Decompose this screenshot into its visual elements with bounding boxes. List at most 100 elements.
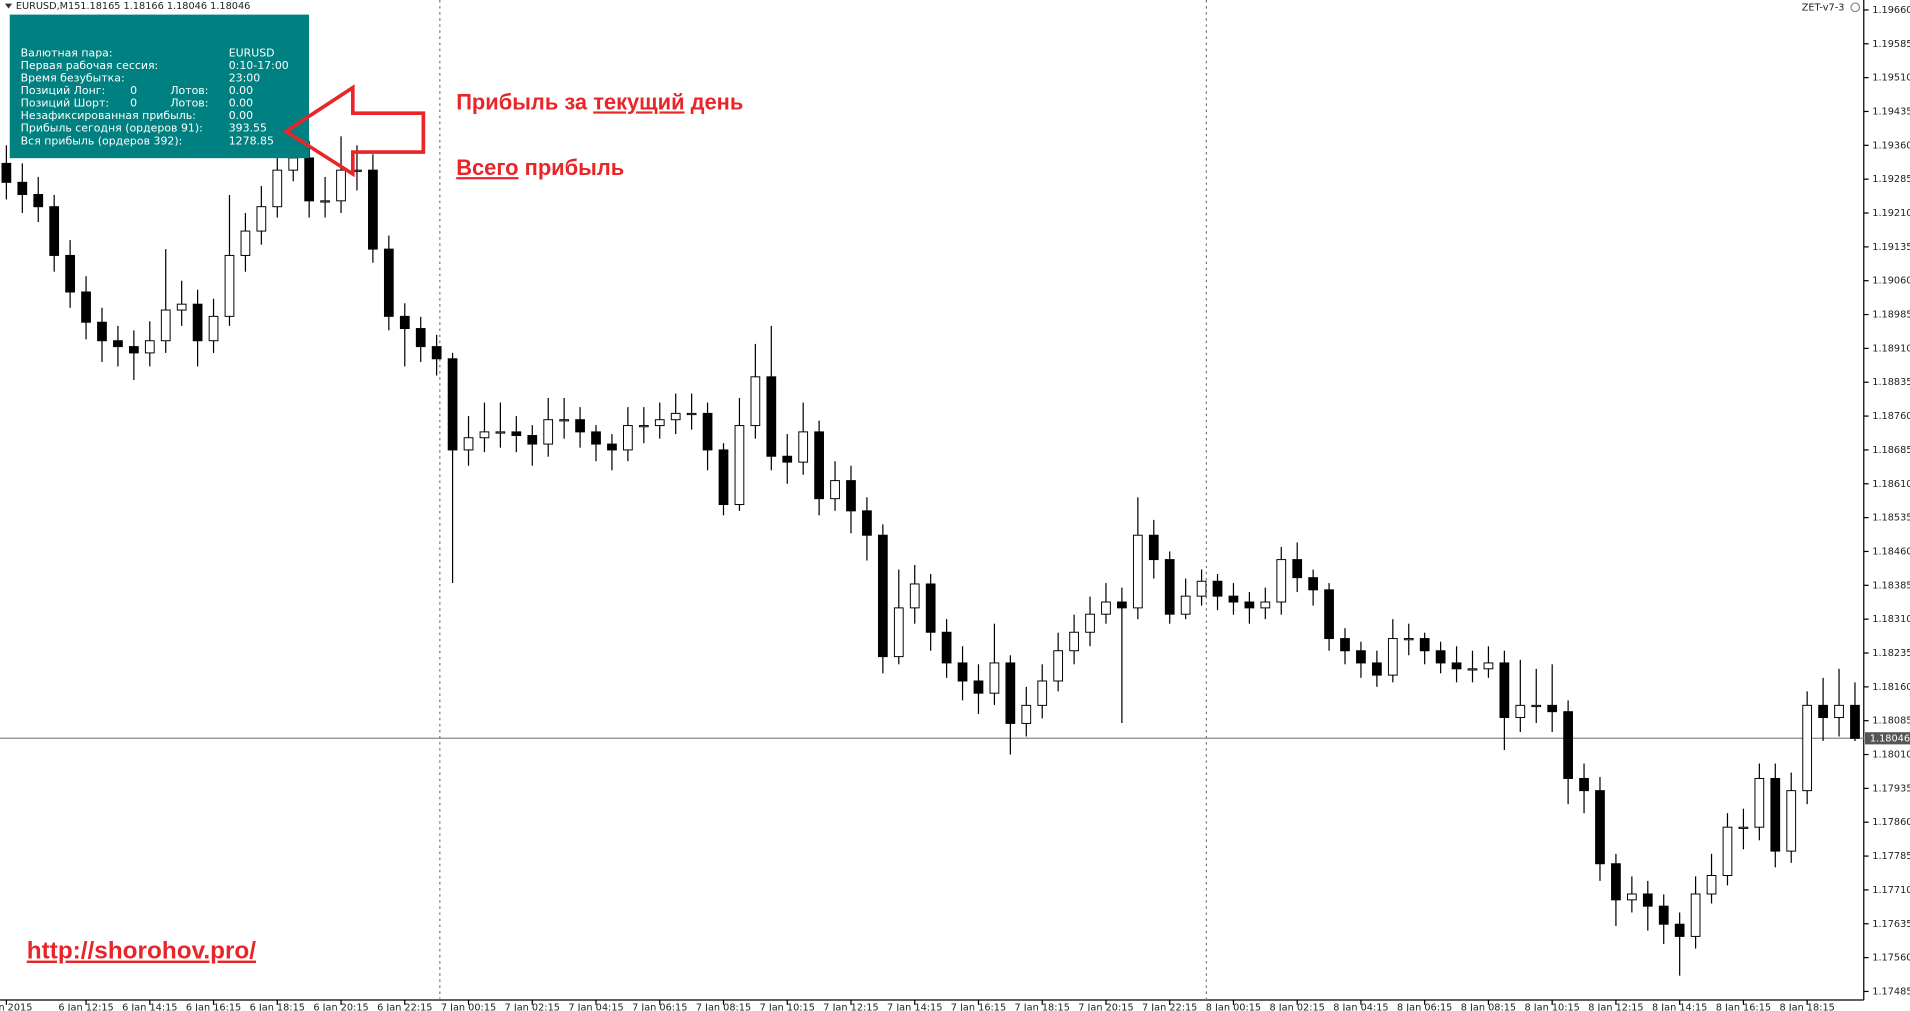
x-tick-label: 6 Jan 22:15 — [377, 1002, 432, 1011]
candle-body — [368, 169, 378, 250]
panel-cell: 1278.85 — [229, 134, 274, 147]
y-tick-label: 1.19435 — [1872, 106, 1910, 117]
x-tick-label: 6 Jan 18:15 — [250, 1002, 305, 1011]
candle-body — [320, 200, 330, 203]
candle-body — [989, 662, 1000, 694]
candle-body — [750, 376, 761, 427]
candle-body — [1706, 874, 1717, 895]
x-tick-label: 7 Jan 16:15 — [951, 1002, 1006, 1011]
candle-body — [734, 425, 745, 506]
candle-body — [1053, 650, 1064, 682]
y-tick-label: 1.18985 — [1872, 310, 1910, 321]
candle-body — [559, 419, 570, 422]
panel-cell: Вся прибыль (ордеров 392): — [21, 134, 183, 147]
candle-body — [766, 376, 777, 457]
candle-body — [240, 230, 251, 256]
candle-body — [1786, 790, 1797, 852]
x-tick-label: 7 Jan 12:15 — [823, 1002, 878, 1011]
candle-body — [1148, 534, 1159, 561]
candle-body — [1690, 893, 1701, 937]
candle-body — [1483, 662, 1494, 670]
candle-body — [1324, 589, 1334, 640]
candle-body — [304, 157, 315, 202]
candle-body — [463, 437, 474, 451]
y-tick-label: 1.18460 — [1872, 546, 1910, 557]
panel-cell: 0.00 — [229, 84, 253, 97]
x-tick-label: 8 Jan 12:15 — [1588, 1002, 1643, 1011]
y-tick-label: 1.18085 — [1872, 716, 1910, 727]
y-tick-label: 1.18235 — [1872, 648, 1910, 659]
panel-cell: Незафиксированная прибыль: — [21, 109, 196, 122]
candle-body — [65, 254, 75, 293]
y-tick-label: 1.19360 — [1872, 140, 1910, 151]
candle-body — [909, 583, 920, 609]
candle-body — [1085, 613, 1095, 633]
candle-body — [33, 194, 44, 208]
candle-body — [1595, 790, 1605, 865]
candle-body — [1770, 777, 1781, 852]
panel-cell: Лотов: — [170, 97, 208, 110]
candle-body — [447, 358, 458, 451]
annotation: http://shorohov.pro/ — [27, 938, 257, 965]
candle-body — [862, 510, 872, 536]
candle-body — [1372, 662, 1382, 676]
candle-body — [97, 321, 107, 342]
candle-body — [1834, 704, 1844, 719]
candle-body — [81, 291, 91, 323]
panel-cell: 0 — [130, 84, 137, 97]
panel-cell: 393.55 — [229, 122, 267, 135]
candle-body — [1037, 680, 1048, 706]
x-tick-label: 7 Jan 20:15 — [1078, 1002, 1133, 1011]
y-tick-label: 1.19285 — [1872, 174, 1910, 185]
candle-body — [113, 340, 123, 348]
candle-body — [607, 443, 617, 451]
candle-body — [1738, 826, 1749, 829]
candle-body — [208, 315, 219, 342]
y-tick-label: 1.17785 — [1872, 851, 1910, 862]
panel-cell: Позиций Шорт: — [21, 97, 109, 110]
candle-body — [1117, 601, 1127, 609]
x-tick-label: 7 Jan 04:15 — [568, 1002, 623, 1011]
panel-cell: Лотов: — [170, 84, 208, 97]
candle-body — [1419, 638, 1430, 652]
y-tick-label: 1.18160 — [1872, 682, 1910, 693]
candle-body — [654, 419, 665, 427]
candle-body — [1850, 704, 1860, 739]
candle-body — [17, 181, 28, 196]
candle-body — [1021, 704, 1032, 724]
candle-body — [1132, 534, 1143, 609]
candle-body — [431, 346, 442, 360]
annotation: Всего прибыль — [456, 155, 624, 180]
candle-body — [224, 254, 235, 317]
x-tick-label: 6 Jan 12:15 — [58, 1002, 113, 1011]
x-tick-label: 7 Jan 14:15 — [887, 1002, 942, 1011]
candle-body — [1308, 577, 1319, 591]
candle-body — [1, 162, 12, 183]
candle-body — [1515, 704, 1526, 719]
x-tick-label: 8 Jan 02:15 — [1270, 1002, 1325, 1011]
candle-body — [1212, 580, 1223, 597]
candle-body — [670, 412, 681, 421]
candle-body — [1451, 662, 1462, 670]
x-tick-label: 8 Jan 16:15 — [1716, 1002, 1771, 1011]
y-tick-label: 1.17635 — [1872, 919, 1910, 930]
current-price-box — [1864, 732, 1910, 745]
candle-body — [846, 480, 856, 512]
candle-body — [495, 431, 506, 434]
candle-body — [814, 431, 824, 500]
candle-body — [192, 303, 203, 342]
candle-body — [1005, 662, 1016, 724]
candle-body — [941, 631, 952, 664]
y-tick-label: 1.19210 — [1872, 208, 1910, 219]
y-tick-label: 1.17485 — [1872, 986, 1910, 997]
arrow — [282, 84, 426, 178]
panel-cell: 0.00 — [229, 109, 253, 122]
candle-body — [1228, 595, 1239, 603]
x-tick-label: 8 Jan 14:15 — [1652, 1002, 1707, 1011]
panel-cell: Позиций Лонг: — [21, 84, 105, 97]
x-tick-label: 6 Jan 2015 — [0, 1002, 32, 1011]
panel-cell: 0 — [130, 97, 137, 110]
x-tick-label: 7 Jan 08:15 — [696, 1002, 751, 1011]
